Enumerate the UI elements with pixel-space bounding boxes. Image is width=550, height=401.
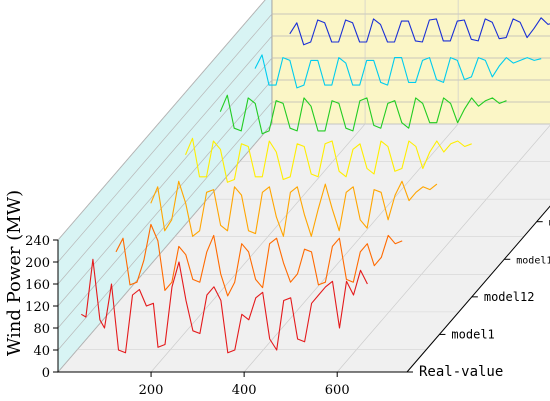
x-tick-label: 600 bbox=[325, 383, 350, 398]
series-axis-label: model12 bbox=[484, 290, 535, 304]
y-gridline bbox=[57, 57, 550, 307]
y-axis-label: Wind Power (MW) bbox=[4, 190, 25, 356]
series-line-model5 bbox=[254, 54, 542, 89]
axes-layer: 0 40 80 120 160 200 240 200 400 600 Real-value mode… bbox=[25, 205, 550, 398]
x-gridline bbox=[336, 124, 550, 373]
y-tick-label: 160 bbox=[25, 278, 50, 293]
chart-walls bbox=[57, 0, 550, 374]
back-wall bbox=[271, 0, 550, 125]
y-gridline bbox=[57, 0, 266, 241]
y-gridline bbox=[57, 101, 550, 351]
series-axis-label: Real-value bbox=[419, 364, 503, 380]
y-gridline bbox=[57, 35, 550, 285]
x-tick-label: 200 bbox=[139, 383, 164, 398]
depth-axis-line bbox=[406, 205, 550, 373]
y-tick-label: 40 bbox=[33, 344, 50, 359]
y-tick-label: 0 bbox=[42, 366, 50, 381]
y-tick-label: 200 bbox=[25, 256, 50, 271]
series-axis-label: model4 bbox=[549, 218, 550, 229]
series-line-model6 bbox=[289, 17, 550, 46]
series-layer bbox=[81, 17, 550, 354]
series-line-model1 bbox=[115, 223, 403, 297]
y-gridline bbox=[57, 13, 550, 263]
series-line-model13 bbox=[184, 137, 472, 183]
series-line-model4 bbox=[219, 94, 507, 135]
series-axis-label: model13 bbox=[516, 255, 550, 266]
y-gridline bbox=[57, 79, 550, 329]
y-tick-label: 120 bbox=[25, 300, 50, 315]
y-tick-label: 240 bbox=[25, 234, 50, 249]
x-tick-label: 400 bbox=[232, 383, 257, 398]
floor-grid bbox=[77, 0, 550, 373]
series-axis-label: model1 bbox=[451, 327, 494, 341]
y-tick-label: 80 bbox=[33, 322, 50, 337]
series-line-model12 bbox=[150, 180, 438, 237]
series-line-Real-value bbox=[81, 258, 368, 354]
